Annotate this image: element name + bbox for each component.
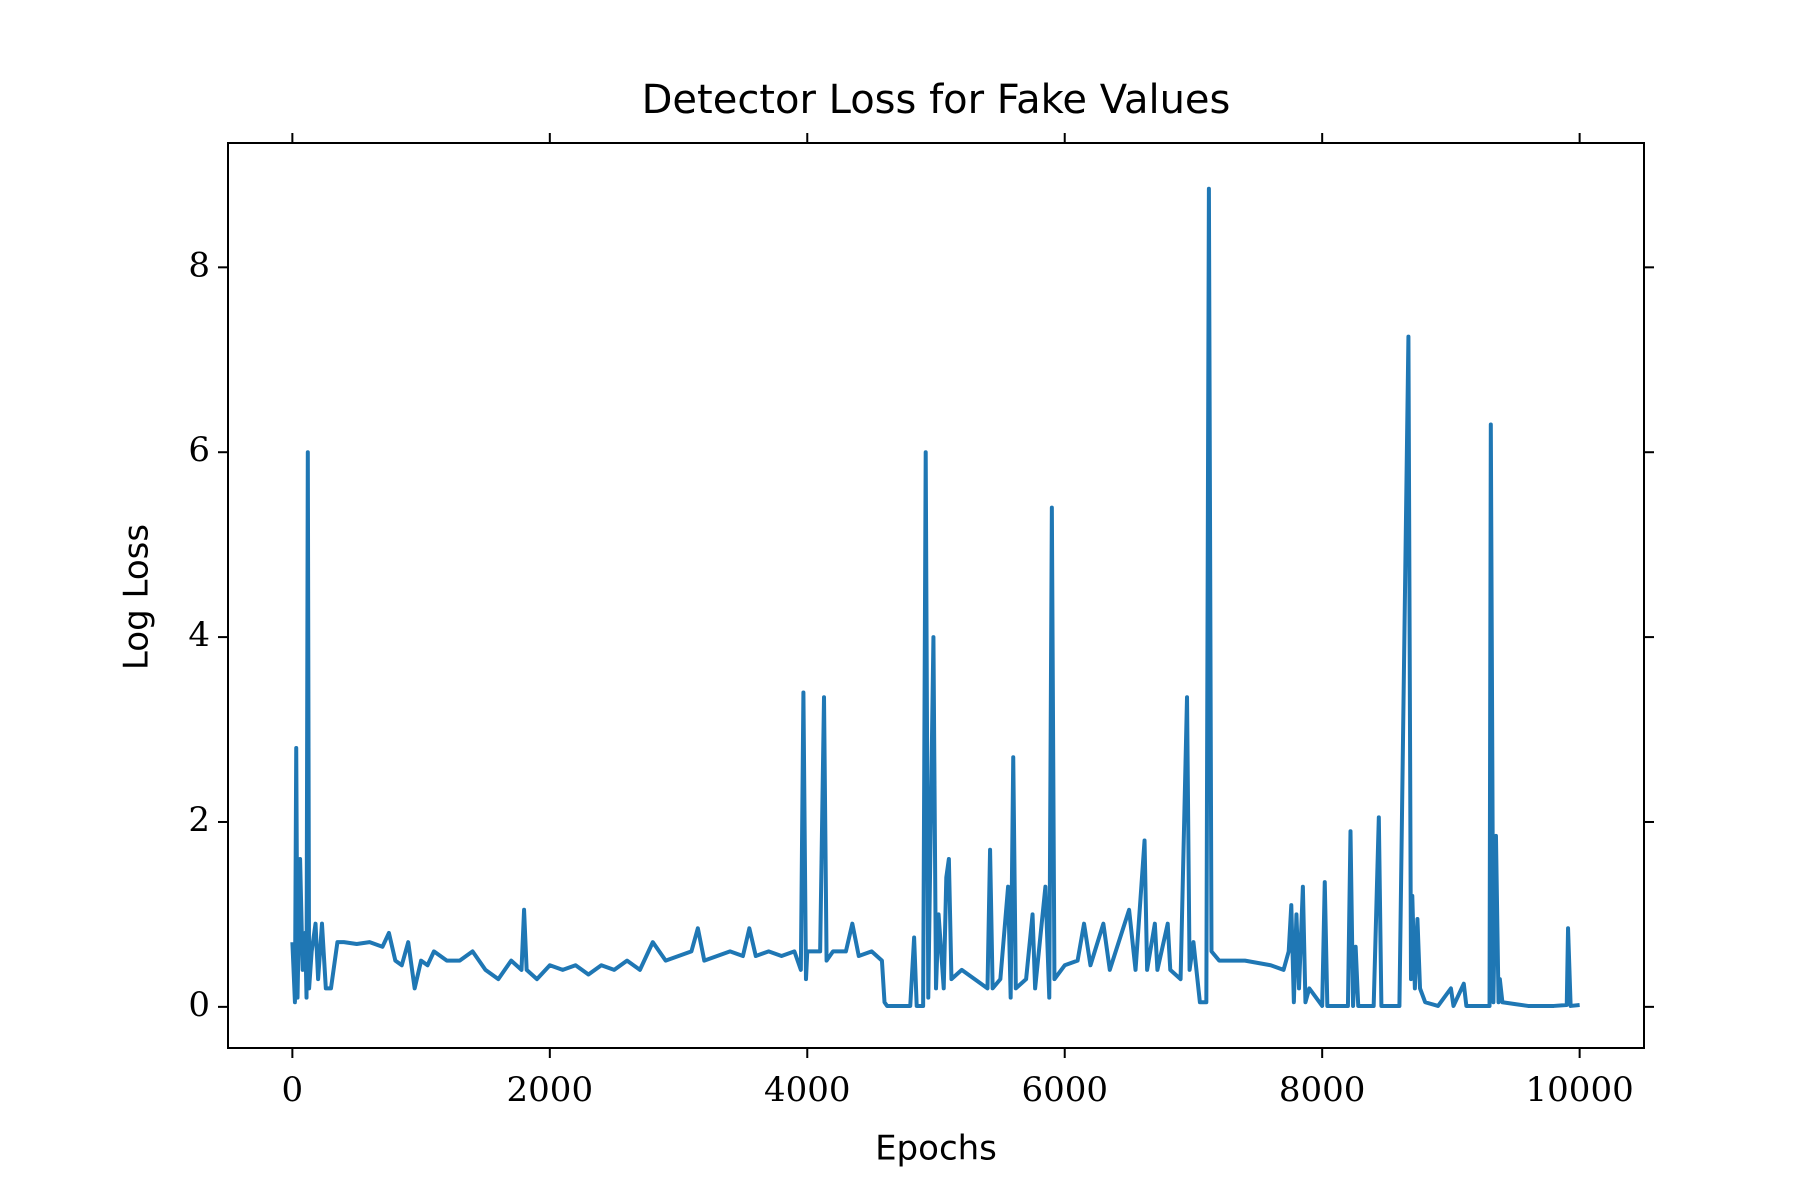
data-line [290,186,1580,1008]
x-tick-label: 0 [282,1070,304,1110]
plot-frame [227,142,1645,1049]
y-tick-label: 6 [188,430,210,470]
y-tick-label: 4 [188,615,210,655]
x-tick-label: 4000 [764,1070,851,1110]
y-tick-label: 2 [188,800,210,840]
y-axis-label: Log Loss [117,524,157,670]
y-tick-label: 0 [188,985,210,1025]
x-tick-label: 10000 [1526,1070,1634,1110]
x-tick-label: 2000 [507,1070,594,1110]
chart-title: Detector Loss for Fake Values [642,77,1231,123]
x-tick-label: 6000 [1021,1070,1108,1110]
y-tick-label: 8 [188,245,210,285]
x-tick-label: 8000 [1279,1070,1366,1110]
x-axis-label: Epochs [875,1129,997,1169]
